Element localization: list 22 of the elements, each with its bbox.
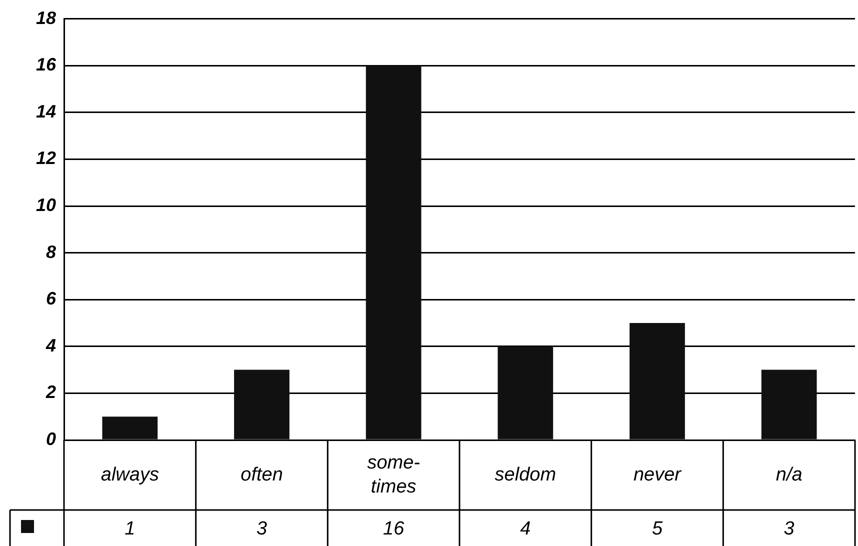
y-tick-label: 6 (46, 288, 57, 309)
data-label: 5 (652, 518, 663, 540)
data-label: 4 (520, 518, 531, 540)
x-tick-label: n/a (776, 464, 802, 486)
x-tick-label: seldom (494, 464, 556, 486)
data-label: 3 (256, 518, 268, 540)
x-tick-label: some-times (367, 452, 420, 498)
y-tick-label: 10 (36, 194, 56, 215)
x-tick-label: often (240, 464, 283, 486)
y-tick-label: 2 (44, 382, 56, 402)
data-label: 1 (124, 518, 136, 540)
y-tick-label: 0 (46, 428, 56, 449)
y-tick-label: 14 (36, 101, 56, 122)
y-tick-label: 18 (36, 8, 56, 28)
y-tick-label: 12 (36, 148, 56, 168)
y-tick-label: 16 (36, 54, 57, 75)
data-label: 16 (383, 518, 405, 540)
x-tick-label: never (633, 464, 682, 486)
y-tick-label: 4 (44, 335, 56, 356)
x-tick-label: always (100, 464, 160, 486)
y-tick-label: 8 (46, 242, 56, 262)
data-label: 3 (784, 518, 795, 540)
